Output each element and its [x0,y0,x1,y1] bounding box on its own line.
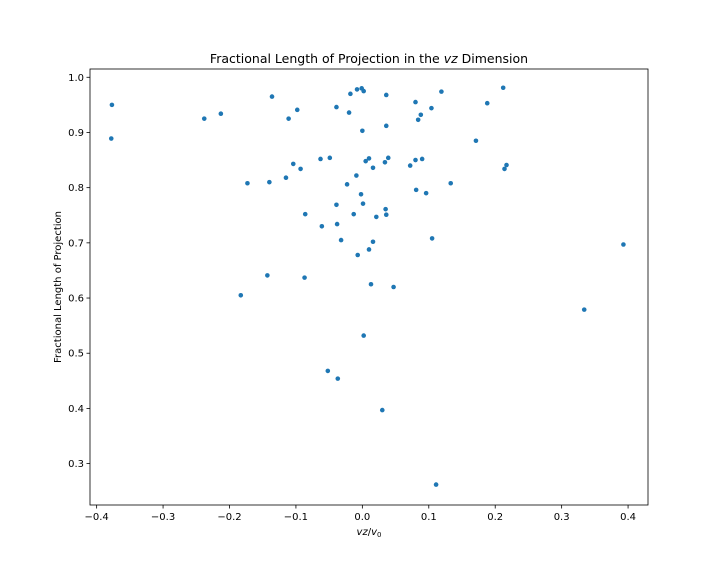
data-point-42 [344,182,350,187]
x-axis-label: vz/v0 [357,527,382,539]
x-tick-label: −0.1 [284,512,308,523]
data-point-47 [302,211,308,217]
x-tick-label: 0.3 [554,512,570,523]
data-point-63 [265,273,270,278]
data-point-48 [334,202,339,208]
y-tick-label: 0.9 [68,128,84,139]
data-point-0 [109,102,115,108]
data-point-60 [429,236,435,241]
y-tick-label: 0.6 [68,294,84,305]
x-tick-label: 0.4 [620,512,636,523]
data-point-1 [108,136,114,141]
data-point-35 [370,165,376,171]
y-tick-label: 0.5 [68,349,84,360]
y-axis-ticks: 0.3 0.4 0.5 0.6 0.7 0.8 0.9 1.0 [68,73,90,470]
data-point-6 [294,107,300,113]
data-point-15 [346,110,352,115]
scatter-points [108,85,626,487]
data-point-30 [473,138,479,144]
data-point-53 [383,206,388,212]
data-point-68 [361,333,366,338]
data-point-2 [201,116,207,121]
y-tick-label: 0.7 [68,238,84,249]
y-tick-label: 0.4 [68,404,84,415]
data-point-49 [360,201,366,206]
x-tick-label: 0.1 [421,512,437,523]
data-point-61 [621,242,626,247]
data-point-32 [502,166,507,172]
data-point-55 [334,221,340,227]
data-point-59 [355,252,361,258]
data-point-28 [484,100,490,106]
data-point-66 [391,284,396,290]
y-axis-label: Fractional Length of Projection [53,211,64,363]
data-point-7 [267,179,272,185]
data-point-10 [290,161,296,167]
data-point-64 [238,292,244,298]
data-point-31 [504,162,509,168]
data-point-44 [423,190,429,196]
data-point-51 [374,214,379,220]
data-point-12 [318,156,323,162]
x-tick-label: −0.4 [84,512,108,523]
data-point-38 [407,163,413,168]
data-point-41 [354,173,359,178]
data-point-20 [383,92,389,98]
plot-frame [89,68,649,506]
data-point-65 [368,281,374,287]
x-tick-label: 0.0 [354,512,370,523]
data-point-36 [382,159,388,165]
data-point-58 [366,247,372,252]
data-point-40 [419,156,425,162]
data-point-11 [298,166,303,172]
data-point-23 [413,99,418,105]
data-point-69 [325,368,331,374]
x-tick-label: −0.2 [217,512,241,523]
data-point-46 [358,191,364,197]
data-point-33 [363,158,368,164]
data-point-39 [413,157,418,163]
data-point-56 [338,237,344,243]
data-point-25 [418,112,424,118]
data-point-43 [413,187,419,193]
data-point-70 [335,376,341,381]
data-point-67 [581,307,587,312]
data-point-26 [429,105,434,111]
x-axis-ticks: −0.4 −0.3 −0.2 −0.1 0.0 0.1 0.2 0.3 0.4 [84,505,636,523]
data-point-16 [348,91,353,97]
x-tick-label: −0.3 [151,512,175,523]
y-tick-label: 1.0 [68,73,84,84]
data-point-13 [327,155,333,161]
data-point-24 [415,117,421,123]
data-point-8 [245,180,250,186]
data-point-14 [334,104,339,110]
data-point-9 [283,175,289,181]
data-point-5 [286,116,291,121]
data-point-62 [302,275,307,280]
data-point-54 [319,223,325,229]
data-point-4 [269,94,275,99]
data-point-34 [366,156,372,161]
plot-area [90,69,648,505]
data-point-72 [433,482,439,487]
y-tick-label: 0.3 [68,459,84,470]
data-point-3 [218,111,224,116]
x-tick-label: 0.2 [487,512,503,523]
data-point-57 [370,239,376,245]
data-point-52 [383,212,389,217]
data-point-45 [448,180,454,186]
data-point-19 [361,88,366,94]
data-point-17 [354,87,360,92]
data-point-71 [379,407,385,413]
data-point-22 [383,123,389,129]
data-point-27 [439,89,444,94]
y-tick-label: 0.8 [68,183,84,194]
data-point-21 [360,128,365,134]
data-point-37 [385,155,391,161]
data-point-50 [351,211,357,217]
chart-title: Fractional Length of Projection in the v… [210,51,528,66]
data-point-29 [500,85,506,91]
